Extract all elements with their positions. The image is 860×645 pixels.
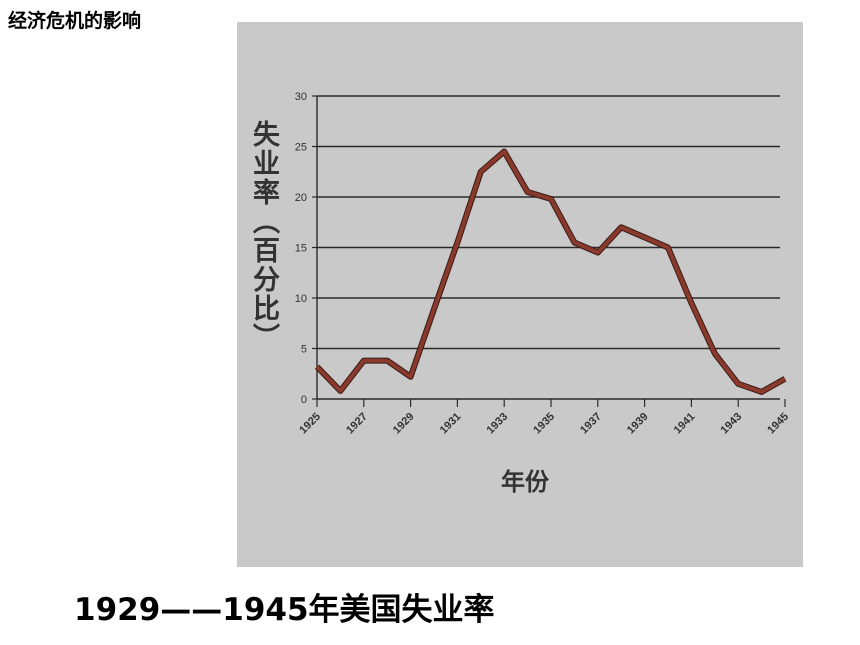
caption: 1929——1945年美国失业率 <box>74 592 495 628</box>
x-axis-label: 年份 <box>501 468 550 496</box>
y-tick-label: 25 <box>295 142 307 154</box>
y-tick-label: 5 <box>301 344 307 356</box>
y-tick-label: 30 <box>295 91 307 103</box>
y-axis-label: 失业率（百分比） <box>248 120 279 352</box>
y-tick-label: 10 <box>295 293 307 305</box>
chart-panel <box>237 22 803 567</box>
slide-title: 经济危机的影响 <box>8 10 142 32</box>
y-tick-label: 0 <box>301 394 307 406</box>
line <box>315 149 786 394</box>
y-tick-label: 20 <box>295 192 307 204</box>
y-tick-label: 15 <box>295 243 307 255</box>
